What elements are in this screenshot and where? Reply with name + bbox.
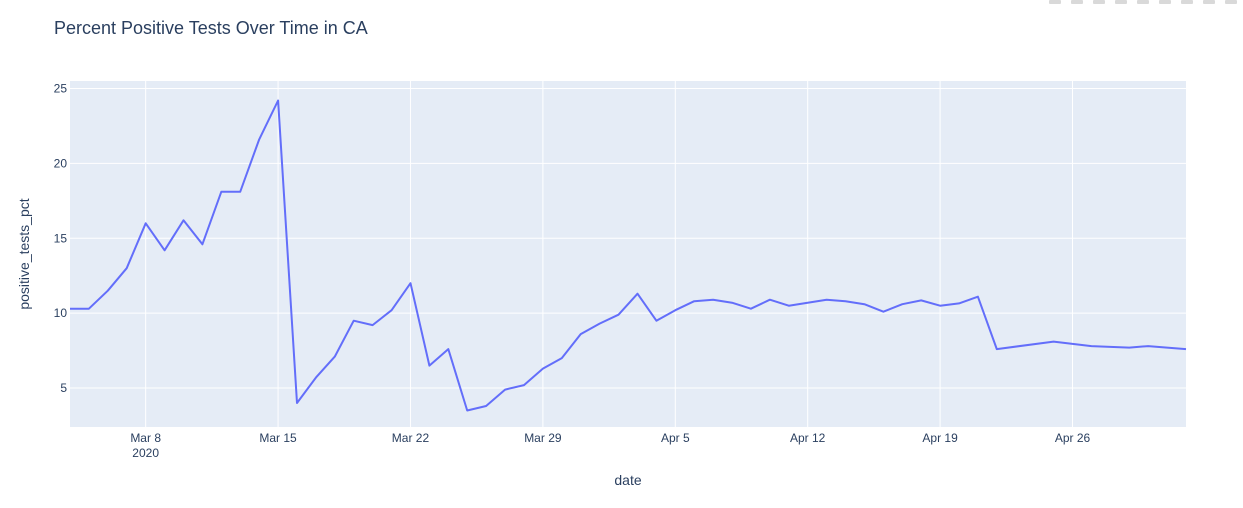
y-tick-label: 25 [54,81,68,95]
plot-modebar[interactable] [957,0,1243,6]
y-tick-label: 10 [54,306,68,320]
x-tick-label: Apr 12 [790,431,826,445]
x-tick-label: Mar 8 [130,431,161,445]
x-tick-year-label: 2020 [132,446,159,460]
spike-lines-icon[interactable] [1203,0,1215,4]
x-gridlines [145,81,1074,427]
x-axis-label: date [614,472,641,488]
series-line-positive-tests-pct[interactable] [70,99,1187,412]
chart-title: Percent Positive Tests Over Time in CA [54,18,368,38]
x-tick-label: Apr 19 [922,431,958,445]
zoom-icon[interactable] [1071,0,1083,4]
y-tick-label: 20 [54,156,68,170]
zoom-in-icon[interactable] [1115,0,1127,4]
camera-icon[interactable] [1049,0,1061,4]
x-tick-label: Apr 5 [661,431,690,445]
plotly-logo-icon[interactable] [1225,0,1237,4]
x-tick-label: Mar 22 [392,431,430,445]
y-tick-labels: 5 10 15 20 25 [54,81,68,395]
y-gridlines [70,87,1186,389]
zoom-out-icon[interactable] [1137,0,1149,4]
x-tick-label: Mar 29 [524,431,562,445]
x-tick-label: Mar 15 [259,431,297,445]
autoscale-icon[interactable] [1159,0,1171,4]
x-tick-label: Apr 26 [1055,431,1091,445]
y-tick-label: 15 [54,231,68,245]
pan-icon[interactable] [1093,0,1105,4]
y-tick-label: 5 [60,381,67,395]
y-axis-label: positive_tests_pct [16,198,32,309]
reset-axes-icon[interactable] [1181,0,1193,4]
plot-area[interactable] [70,81,1186,427]
